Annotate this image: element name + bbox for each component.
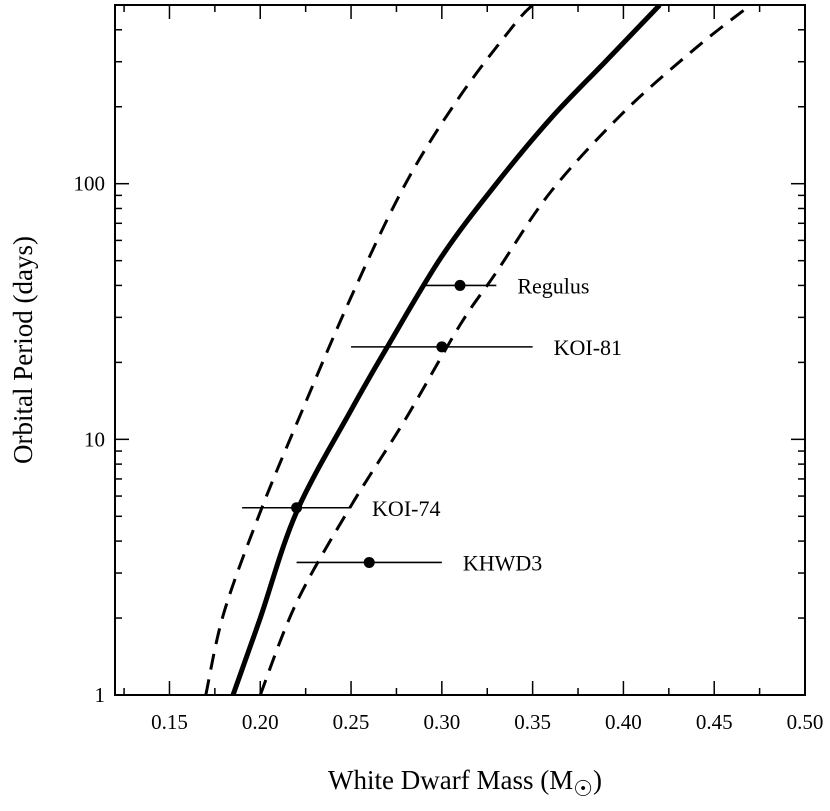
curves: [204, 5, 752, 695]
y-tick-label: 10: [84, 427, 105, 451]
point-marker: [454, 279, 466, 291]
data-point-regulus: Regulus: [423, 273, 589, 298]
x-axis-title-subscript: ☉: [573, 776, 593, 801]
point-marker: [363, 556, 375, 568]
curve-relation: [230, 5, 662, 695]
x-tick-label: 0.45: [696, 710, 733, 734]
plot-frame: [114, 4, 806, 696]
data-point-koi-81: KOI-81: [351, 335, 622, 360]
data-points: Regulus KOI-81 KOI-74 KHWD3: [242, 273, 622, 575]
curve-upper-bound: [204, 5, 534, 695]
tick-marks: [115, 4, 806, 696]
x-tick-labels: 0.15 0.20 0.25 0.30 0.35 0.40 0.45 0.50: [151, 710, 823, 734]
x-tick-label: 0.50: [787, 710, 824, 734]
point-marker: [291, 502, 303, 514]
x-tick-label: 0.35: [514, 710, 551, 734]
point-label: KOI-74: [372, 496, 440, 521]
x-tick-label: 0.20: [242, 710, 279, 734]
point-label: KOI-81: [554, 335, 622, 360]
point-marker: [436, 341, 448, 353]
y-axis-title: Orbital Period (days): [8, 236, 38, 464]
x-tick-label: 0.25: [333, 710, 370, 734]
point-label: Regulus: [517, 273, 589, 298]
y-tick-label: 1: [95, 683, 106, 707]
x-tick-label: 0.30: [423, 710, 460, 734]
x-axis-title-close: ): [593, 765, 602, 795]
x-tick-label: 0.15: [151, 710, 188, 734]
data-point-koi-74: KOI-74: [242, 496, 440, 521]
data-point-khwd3: KHWD3: [296, 550, 542, 575]
x-axis-title: White Dwarf Mass (M☉): [328, 765, 602, 801]
y-tick-labels: 1 10 100: [74, 172, 106, 707]
point-label: KHWD3: [463, 550, 542, 575]
x-tick-label: 0.40: [605, 710, 642, 734]
x-axis-title-main: White Dwarf Mass (M: [328, 765, 573, 795]
curve-lower-bound: [258, 5, 752, 695]
y-tick-label: 100: [74, 172, 106, 196]
